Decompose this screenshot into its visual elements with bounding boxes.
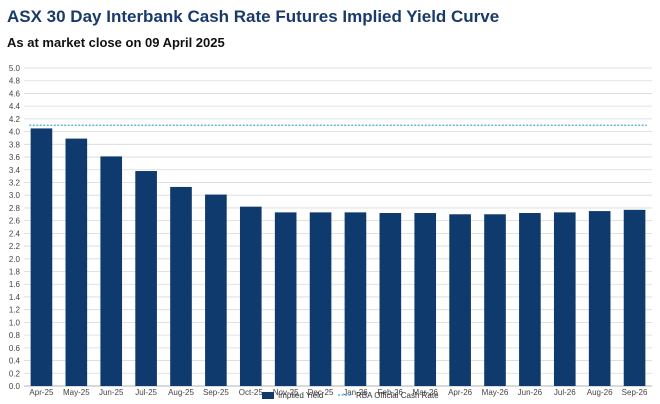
y-tick-label: 1.2 [9,306,21,315]
x-tick-label: Nov-25 [273,388,299,397]
y-tick-label: 1.8 [9,268,21,277]
chart-subtitle: As at market close on 09 April 2025 [7,35,225,50]
y-tick-label: 2.0 [9,255,21,264]
bar-jul-26 [553,212,576,386]
y-tick-label: 3.8 [9,140,21,149]
y-tick-label: 0.6 [9,344,21,353]
chart-title: ASX 30 Day Interbank Cash Rate Futures I… [7,7,500,26]
legend-swatch-implied-yield [262,392,274,399]
y-tick-label: 5.0 [9,64,21,73]
x-tick-label: Jan-26 [343,388,368,397]
x-axis-tick-labels: Apr-25 May-25 Jun-25 Jul-25 Aug-25 Sep-25 Oct-… [29,388,648,397]
y-tick-label: 3.4 [9,166,21,175]
x-tick-label: Oct-25 [239,388,264,397]
bar-aug-26 [588,211,611,386]
grid-lines [24,67,652,387]
bar-apr-26 [449,214,471,386]
x-tick-label: Jun-25 [99,388,124,397]
y-tick-label: 0.2 [9,369,21,378]
bar-dec-25 [309,212,332,386]
y-tick-label: 0.4 [9,357,21,366]
x-tick-label: May-26 [482,388,509,397]
y-tick-label: 2.4 [9,229,21,238]
y-tick-label: 1.0 [9,318,21,327]
bar-apr-25 [30,128,53,387]
bar-jun-26 [519,213,541,386]
bar-mar-26 [414,213,437,386]
y-tick-label: 2.6 [9,217,21,226]
y-tick-label: 4.2 [9,115,21,124]
y-tick-label: 1.6 [9,280,21,289]
bar-jul-25 [135,171,157,386]
x-tick-label: Mar-26 [413,388,439,397]
legend-label-rba-cash-rate: RBA Official Cash Rate [356,391,439,400]
y-tick-label: 4.4 [9,102,21,111]
bar-oct-25 [239,206,262,386]
bar-aug-25 [170,186,192,386]
y-tick-label: 0.8 [9,331,21,340]
bar-jan-26 [344,212,367,386]
x-tick-label: Sep-25 [203,388,229,397]
y-axis-tick-labels: 0.0 0.2 0.4 0.6 0.8 1.0 1.2 1.4 1.6 1.8 2.0 2.2 2.4 2… [9,64,21,391]
bar-sep-26 [623,209,646,386]
y-tick-label: 4.6 [9,89,21,98]
x-tick-label: Jul-26 [554,388,576,397]
y-tick-label: 4.8 [9,77,21,86]
x-tick-label: Jul-25 [135,388,157,397]
bar-may-25 [65,138,88,386]
x-tick-label: May-25 [63,388,90,397]
x-tick-label: Jun-26 [518,388,543,397]
y-tick-label: 0.0 [9,382,21,391]
x-tick-label: Apr-25 [29,388,54,397]
implied-yield-bars [30,128,646,387]
y-tick-label: 2.2 [9,242,21,251]
x-tick-label: Apr-26 [448,388,473,397]
y-tick-label: 3.2 [9,178,21,187]
legend-label-implied-yield: Implied Yield [278,391,323,400]
y-tick-label: 3.0 [9,191,21,200]
x-tick-label: Dec-25 [308,388,334,397]
x-tick-label: Aug-26 [587,388,613,397]
x-tick-label: Feb-26 [378,388,404,397]
legend: Implied Yield RBA Official Cash Rate [262,391,439,400]
y-tick-label: 4.0 [9,128,21,137]
y-tick-label: 1.4 [9,293,21,302]
bar-sep-25 [205,194,227,386]
bar-jun-25 [100,156,123,386]
x-tick-label: Aug-25 [168,388,194,397]
y-tick-label: 2.8 [9,204,21,213]
bar-feb-26 [379,213,402,386]
bar-may-26 [484,214,506,386]
y-tick-label: 3.6 [9,153,21,162]
bar-nov-25 [274,212,297,386]
x-tick-label: Sep-26 [622,388,648,397]
